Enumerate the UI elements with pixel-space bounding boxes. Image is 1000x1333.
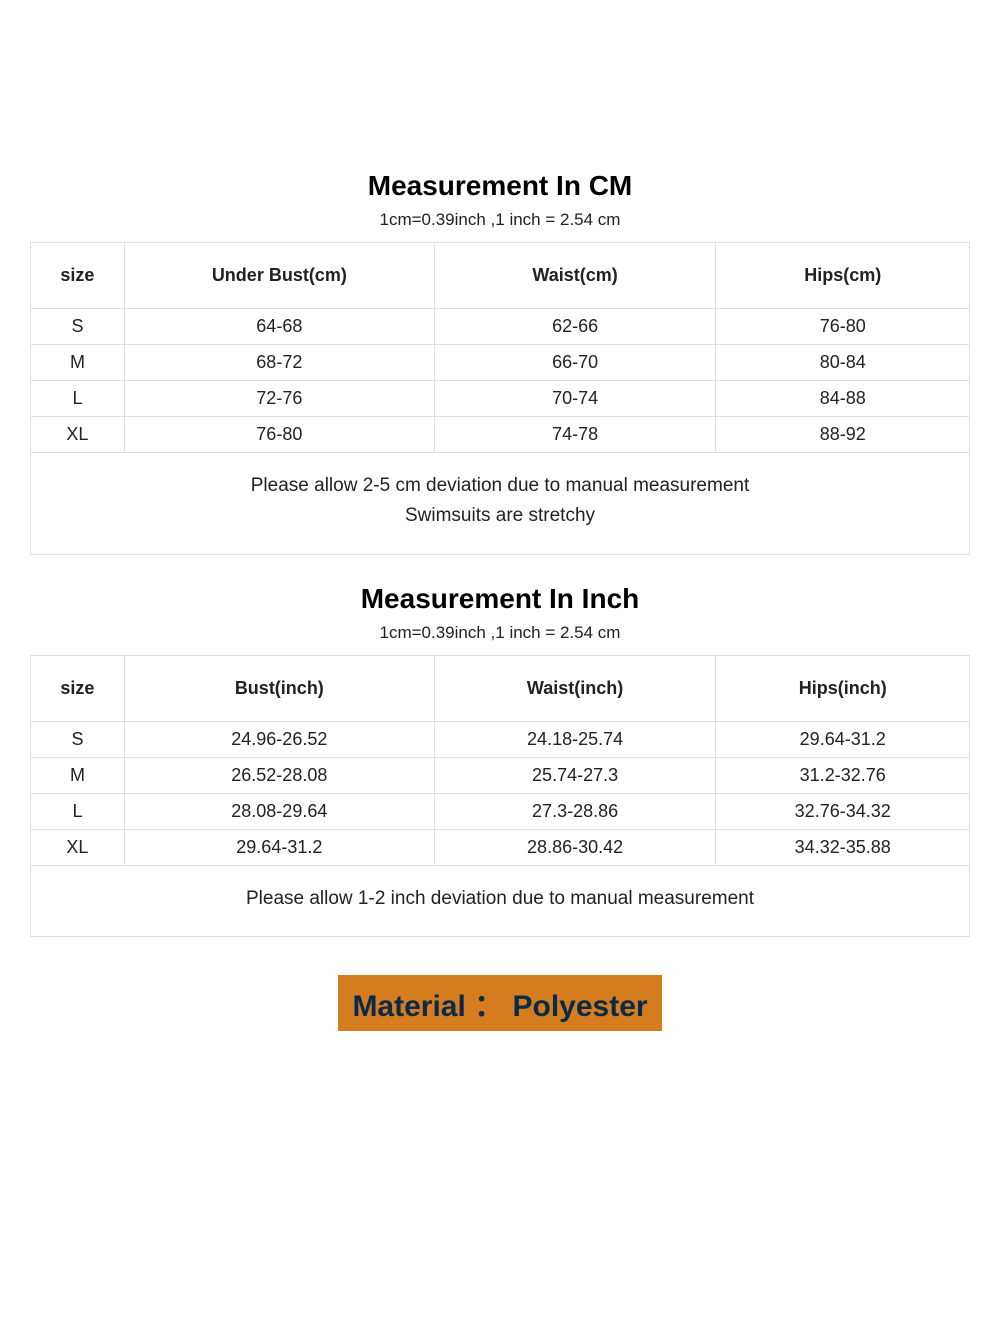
cm-note-line1: Please allow 2-5 cm deviation due to man…	[251, 475, 750, 496]
inch-note: Please allow 1-2 inch deviation due to m…	[30, 866, 970, 937]
cm-col-underbust: Under Bust(cm)	[124, 243, 434, 309]
cm-col-hips: Hips(cm)	[716, 243, 970, 309]
cell-waist: 66-70	[434, 345, 716, 381]
cell-underbust: 68-72	[124, 345, 434, 381]
cell-waist: 62-66	[434, 309, 716, 345]
cell-hips: 76-80	[716, 309, 970, 345]
inch-title: Measurement In Inch	[30, 583, 970, 615]
cell-hips: 34.32-35.88	[716, 829, 970, 865]
inch-table: size Bust(inch) Waist(inch) Hips(inch) S…	[30, 655, 970, 866]
inch-note-line1: Please allow 1-2 inch deviation due to m…	[246, 888, 754, 909]
cm-title: Measurement In CM	[30, 170, 970, 202]
table-row: M 68-72 66-70 80-84	[31, 345, 970, 381]
inch-col-size: size	[31, 655, 125, 721]
cm-note-line2: Swimsuits are stretchy	[405, 505, 595, 526]
cell-underbust: 64-68	[124, 309, 434, 345]
cell-bust: 26.52-28.08	[124, 757, 434, 793]
cell-waist: 24.18-25.74	[434, 721, 716, 757]
cell-size: S	[31, 721, 125, 757]
cell-hips: 32.76-34.32	[716, 793, 970, 829]
material-banner: Material ： Polyester	[338, 975, 661, 1031]
table-row: XL 29.64-31.2 28.86-30.42 34.32-35.88	[31, 829, 970, 865]
table-row: XL 76-80 74-78 88-92	[31, 417, 970, 453]
inch-conversion-note: 1cm=0.39inch ,1 inch = 2.54 cm	[30, 623, 970, 643]
table-row: L 28.08-29.64 27.3-28.86 32.76-34.32	[31, 793, 970, 829]
cm-col-waist: Waist(cm)	[434, 243, 716, 309]
cell-hips: 80-84	[716, 345, 970, 381]
cell-bust: 28.08-29.64	[124, 793, 434, 829]
inch-col-bust: Bust(inch)	[124, 655, 434, 721]
inch-col-waist: Waist(inch)	[434, 655, 716, 721]
cell-hips: 31.2-32.76	[716, 757, 970, 793]
cell-size: L	[31, 381, 125, 417]
size-chart-container: Measurement In CM 1cm=0.39inch ,1 inch =…	[0, 0, 1000, 1071]
cm-col-size: size	[31, 243, 125, 309]
cell-underbust: 76-80	[124, 417, 434, 453]
table-row: L 72-76 70-74 84-88	[31, 381, 970, 417]
cell-waist: 25.74-27.3	[434, 757, 716, 793]
cell-waist: 70-74	[434, 381, 716, 417]
cell-waist: 28.86-30.42	[434, 829, 716, 865]
table-row: S 64-68 62-66 76-80	[31, 309, 970, 345]
cell-underbust: 72-76	[124, 381, 434, 417]
cm-conversion-note: 1cm=0.39inch ,1 inch = 2.54 cm	[30, 210, 970, 230]
cell-size: XL	[31, 417, 125, 453]
cell-size: S	[31, 309, 125, 345]
cm-header-row: size Under Bust(cm) Waist(cm) Hips(cm)	[31, 243, 970, 309]
cm-table: size Under Bust(cm) Waist(cm) Hips(cm) S…	[30, 242, 970, 453]
inch-col-hips: Hips(inch)	[716, 655, 970, 721]
inch-header-row: size Bust(inch) Waist(inch) Hips(inch)	[31, 655, 970, 721]
cm-note: Please allow 2-5 cm deviation due to man…	[30, 453, 970, 555]
cell-bust: 24.96-26.52	[124, 721, 434, 757]
cell-hips: 88-92	[716, 417, 970, 453]
cell-waist: 74-78	[434, 417, 716, 453]
cell-size: M	[31, 757, 125, 793]
table-row: S 24.96-26.52 24.18-25.74 29.64-31.2	[31, 721, 970, 757]
cell-waist: 27.3-28.86	[434, 793, 716, 829]
cell-size: L	[31, 793, 125, 829]
cell-bust: 29.64-31.2	[124, 829, 434, 865]
table-row: M 26.52-28.08 25.74-27.3 31.2-32.76	[31, 757, 970, 793]
cell-size: M	[31, 345, 125, 381]
cell-hips: 84-88	[716, 381, 970, 417]
cell-hips: 29.64-31.2	[716, 721, 970, 757]
cell-size: XL	[31, 829, 125, 865]
